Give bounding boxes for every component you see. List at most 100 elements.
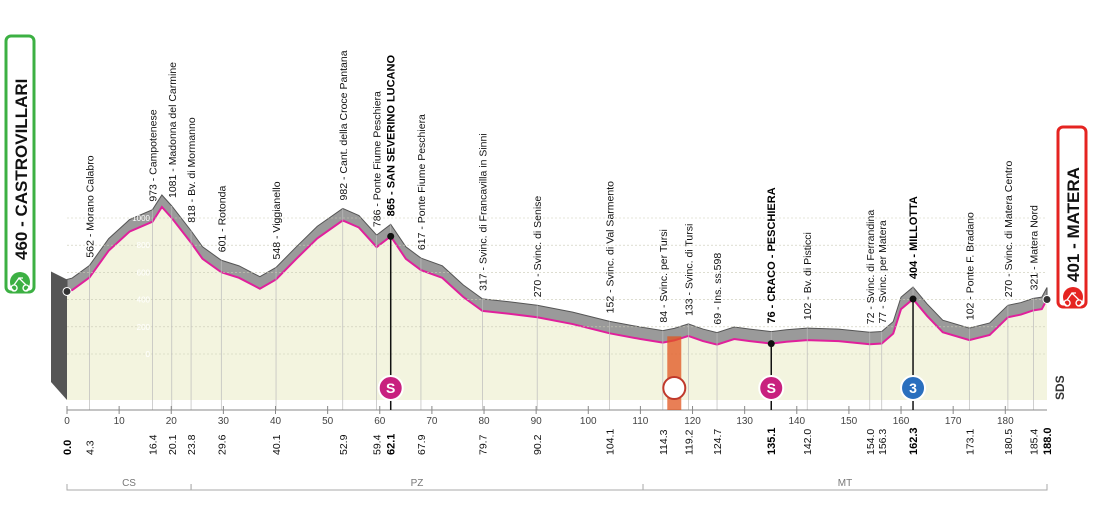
marker-dot [387,232,395,240]
km-tick-label: 20 [166,416,178,427]
altitude-tick-label: 200 [137,323,151,332]
km-tick-label: 120 [684,416,701,427]
km-tick-label: 140 [788,416,805,427]
altitude-tick-label: 1000 [132,214,150,223]
profile-left-wall [51,271,67,400]
distance-label: 135.1 [766,427,778,455]
altitude-tick-label: 400 [137,296,151,305]
waypoint-label: 317 - Svinc. di Francavilla in Sinni [477,133,489,291]
distance-label: 23.8 [186,434,198,455]
bike-icon [10,276,30,292]
distance-label: 52.9 [338,434,350,455]
distance-label: 119.2 [683,429,695,455]
distance-label: 4.3 [84,440,96,455]
distance-label: 20.1 [167,434,179,455]
waypoint-label: 72 - Svinc. di Ferrandina [865,210,877,325]
waypoint-label: 404 - MILLOTTA [908,196,920,279]
distance-label: 124.7 [712,429,724,455]
start-badge: 460 - CASTROVILLARI [4,34,36,294]
km-tick-label: 30 [218,416,230,427]
finish-label: 401 - MATERA [1064,167,1083,282]
distance-label: 104.1 [605,429,617,455]
distance-label: 162.3 [908,427,920,455]
altitude-tick-label: 0 [146,350,151,359]
waypoint-label: 1081 - Madonna del Carmine [167,62,179,198]
waypoint-label: 973 - Campotenese [147,109,159,201]
km-tick-label: 90 [531,416,543,427]
waypoint-label: 617 - Ponte Fiume Peschiera [416,114,428,250]
distance-label: 40.1 [271,434,283,455]
km-tick-label: 150 [841,416,858,427]
distance-label: 142.0 [802,429,814,455]
waypoint-label: 562 - Morano Calabro [84,155,96,257]
altitude-tick-label: 800 [137,241,151,250]
distance-label: 188.0 [1042,427,1054,455]
waypoint-label: 69 - Ins. ss.598 [712,253,724,325]
km-tick-label: 10 [114,416,126,427]
distance-label: 29.6 [216,434,228,455]
km-tick-label: 80 [478,416,490,427]
waypoint-label: 102 - Bv. di Pisticci [802,232,814,320]
waypoint-label: 77 - Svinc. per Matera [877,220,889,323]
finish-badge: 401 - MATERA [1056,125,1088,309]
distance-label: 173.1 [964,429,976,455]
waypoint-label: 548 - Viggianello [271,181,283,259]
waypoint-label: 786 - Ponte Fiume Peschiera [372,91,384,227]
distance-label: 185.4 [1028,429,1040,455]
distance-label: 67.9 [416,434,428,455]
km-tick-label: 180 [997,416,1014,427]
region-label: MT [838,478,852,489]
marker-label: S [386,380,395,396]
distance-label: 62.1 [386,434,398,455]
start-label: 460 - CASTROVILLARI [12,79,31,260]
sprint-icon [758,375,785,401]
feed-icon [662,376,687,400]
region-label: PZ [411,478,424,489]
km-tick-label: 40 [270,416,282,427]
finish-dot [1042,294,1052,304]
km-tick-label: 0 [64,416,70,427]
km-tick-label: 160 [893,416,910,427]
waypoint-label: 102 - Ponte F. Bradano [964,212,976,320]
brand-logo: SDS [1053,375,1067,400]
bike-icon [1063,291,1083,307]
distance-label: 16.4 [147,434,159,455]
km-tick-label: 60 [374,416,386,427]
altitude-tick-label: 600 [137,268,151,277]
km-tick-label: 110 [632,416,648,427]
waypoint-label: 270 - Svinc. di Senise [532,196,544,298]
waypoint-label: 982 - Cant. della Croce Pantana [338,50,350,200]
distance-label: 180.5 [1003,429,1015,455]
km-tick-label: 50 [322,416,334,427]
region-bracket [642,484,1048,491]
distance-label: 154.0 [865,429,877,455]
sprint-icon [377,375,404,401]
km-tick-label: 100 [580,416,597,427]
km-tick-label: 130 [736,416,753,427]
distance-label: 156.3 [877,429,889,455]
waypoint-label: 133 - Svinc. di Tursi [683,224,695,316]
waypoint-label: 270 - Svinc. di Matera Centro [1003,161,1015,298]
distance-label: 114.3 [658,429,670,455]
marker-dot [909,295,917,303]
climb-category-icon [900,375,927,401]
marker-label: 3 [909,380,917,396]
region-label: CS [122,478,136,489]
km-tick-label: 70 [426,416,438,427]
waypoint-label: 865 - SAN SEVERINO LUCANO [386,55,398,217]
distance-label: 59.4 [372,434,384,455]
distance-label: 79.7 [477,434,489,455]
start-dot [62,286,72,296]
waypoint-label: 321 - Matera Nord [1028,205,1040,290]
waypoint-label: 818 - Bv. di Mormanno [186,117,198,223]
waypoint-label: 76 - CRACO - PESCHIERA [766,187,778,323]
waypoint-label: 152 - Svinc. di Val Sarmento [605,181,617,313]
waypoint-label: 601 - Rotonda [216,186,228,253]
distance-label: 90.2 [532,434,544,455]
km-tick-label: 170 [945,416,962,427]
marker-label: S [767,380,776,396]
profile-face [67,206,1047,400]
distance-label: 0.0 [62,440,74,455]
